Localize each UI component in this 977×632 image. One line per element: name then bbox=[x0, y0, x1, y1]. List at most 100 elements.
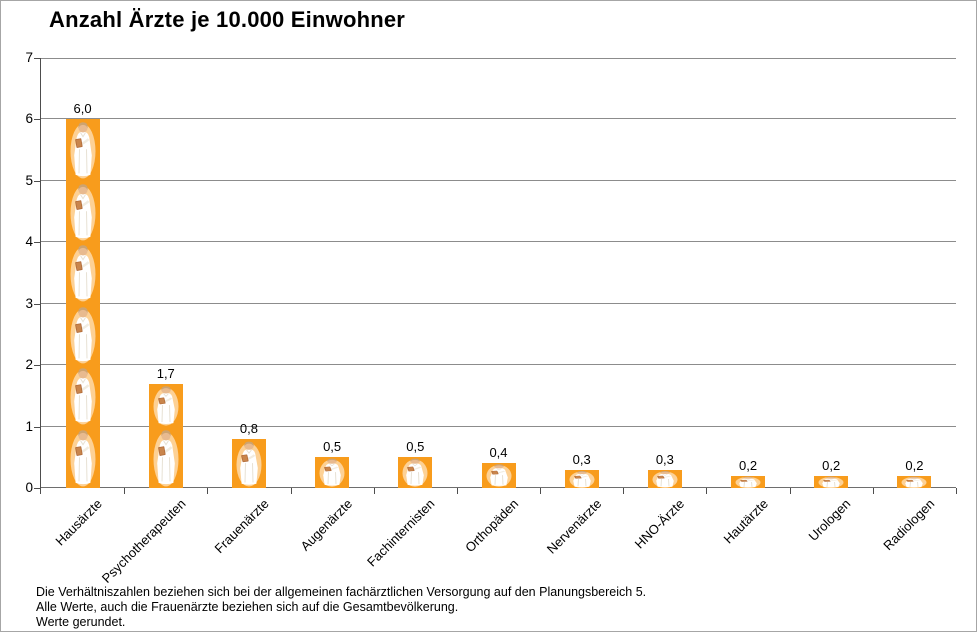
x-axis-category-tick bbox=[456, 488, 458, 494]
y-axis-tick-label: 6 bbox=[25, 111, 33, 127]
gridline bbox=[41, 302, 956, 304]
x-axis-category-label: Augenärzte bbox=[297, 496, 355, 554]
doctor-pictogram-icon bbox=[70, 245, 96, 302]
bar-unit-segment bbox=[66, 304, 100, 365]
y-axis-tick-label: 7 bbox=[25, 50, 33, 65]
x-axis-category-tick bbox=[623, 488, 625, 494]
y-axis-tick bbox=[34, 365, 40, 367]
doctor-pictogram-icon bbox=[153, 385, 179, 426]
y-axis-tick-label: 4 bbox=[25, 234, 33, 250]
footnote-line: Alle Werte, auch die Frauenärzte beziehe… bbox=[36, 600, 459, 614]
bar-value-label: 0,2 bbox=[822, 457, 841, 473]
x-axis-category-label: Radiologen bbox=[879, 496, 938, 554]
x-axis-category-tick bbox=[207, 488, 209, 494]
bar-Orthopäden bbox=[481, 463, 516, 488]
gridline bbox=[41, 58, 956, 59]
x-axis-category-tick bbox=[789, 488, 791, 494]
y-axis-tick-label: 2 bbox=[25, 357, 33, 373]
doctor-pictogram-icon bbox=[402, 458, 428, 487]
y-axis-tick bbox=[34, 426, 40, 428]
bar-Augenärzte bbox=[315, 457, 350, 488]
x-axis-category-tick bbox=[124, 488, 126, 494]
bar-unit-segment bbox=[398, 457, 432, 488]
bar-unit-segment bbox=[482, 463, 516, 488]
gridline bbox=[41, 425, 956, 427]
bar-unit-segment bbox=[149, 427, 183, 488]
bar-Fachinternisten bbox=[398, 457, 433, 488]
doctor-pictogram-icon bbox=[486, 464, 511, 488]
y-axis-tick-label: 0 bbox=[25, 480, 33, 495]
y-axis-line bbox=[40, 58, 41, 494]
y-axis-tick bbox=[34, 119, 40, 121]
gridline bbox=[41, 179, 956, 181]
bar-value-label: 0,3 bbox=[655, 451, 674, 467]
doctor-pictogram-icon bbox=[236, 441, 262, 487]
x-axis-category-tick bbox=[872, 488, 874, 494]
doctor-pictogram-icon bbox=[70, 122, 96, 179]
bar-value-label: 0,2 bbox=[739, 457, 758, 473]
x-axis-category-label: Frauenärzte bbox=[211, 496, 272, 557]
y-axis-tick bbox=[34, 180, 40, 182]
y-axis-tick-label: 5 bbox=[25, 172, 33, 188]
doctor-pictogram-icon bbox=[569, 470, 595, 488]
bar-unit-segment bbox=[66, 427, 100, 488]
bar-value-label: 1,7 bbox=[156, 365, 175, 381]
y-axis-tick-label: 1 bbox=[25, 418, 33, 434]
bar-Hausärzte bbox=[65, 119, 100, 488]
y-axis-tick bbox=[34, 488, 40, 489]
footnote-line: Die Verhältniszahlen beziehen sich bei d… bbox=[36, 585, 647, 599]
x-axis-category-label: Fachinternisten bbox=[364, 496, 438, 570]
bar-value-label: 0,5 bbox=[406, 439, 425, 455]
bar-unit-segment bbox=[565, 470, 599, 488]
chart-title: Anzahl Ärzte je 10.000 Einwohner bbox=[49, 7, 406, 32]
x-axis-category-label: Orthopäden bbox=[461, 496, 522, 556]
bar-value-label: 0,3 bbox=[572, 451, 591, 467]
footnote-line: Werte gerundet. bbox=[36, 615, 126, 629]
bar-Nervenärzte bbox=[564, 469, 599, 488]
bar-unit-segment bbox=[66, 365, 100, 426]
bar-unit-segment bbox=[66, 181, 100, 242]
x-axis-category-tick bbox=[373, 488, 375, 494]
bar-Urologen bbox=[814, 475, 849, 488]
x-axis-category-label: Psychotherapeuten bbox=[98, 496, 189, 586]
x-axis-category-tick bbox=[956, 488, 957, 494]
doctor-pictogram-icon bbox=[901, 476, 927, 488]
bar-unit-segment bbox=[814, 476, 848, 488]
doctor-pictogram-icon bbox=[818, 476, 844, 488]
bar-unit-segment bbox=[897, 476, 931, 488]
bar-value-label: 0,2 bbox=[905, 457, 924, 473]
bar-value-label: 0,4 bbox=[489, 445, 508, 461]
bar-Radiologen bbox=[897, 475, 932, 488]
bar-value-label: 0,8 bbox=[239, 420, 258, 436]
bar-Psychotherapeuten bbox=[148, 383, 183, 488]
doctor-pictogram-icon bbox=[70, 368, 96, 425]
bar-unit-segment bbox=[648, 470, 682, 488]
doctor-pictogram-icon bbox=[70, 184, 96, 241]
x-axis-category-label: Hausärzte bbox=[52, 496, 106, 549]
x-axis-category-tick bbox=[540, 488, 542, 494]
x-axis-category-tick bbox=[706, 488, 708, 494]
x-axis-category-tick bbox=[290, 488, 292, 494]
x-axis-category-label: HNO-Ärzte bbox=[631, 496, 688, 552]
y-axis-tick-label: 3 bbox=[25, 295, 33, 311]
doctor-pictogram-icon bbox=[735, 476, 761, 488]
y-axis-tick bbox=[34, 242, 40, 244]
bar-HNO-Ärzte bbox=[647, 469, 682, 488]
y-axis-tick bbox=[34, 303, 40, 305]
bar-unit-segment bbox=[149, 384, 183, 427]
bar-Frauenärzte bbox=[231, 438, 266, 488]
gridline bbox=[41, 118, 956, 120]
bar-unit-segment bbox=[731, 476, 765, 488]
x-axis-category-label: Hautärzte bbox=[720, 496, 771, 547]
doctor-pictogram-icon bbox=[319, 458, 345, 487]
y-axis-tick bbox=[34, 58, 40, 59]
plot-area: 6,0 1,7 0,8 0,5 0,5 0,4 0,3 0,3 0,2 0,2 0,2 bbox=[41, 58, 956, 488]
bar-unit-segment bbox=[66, 119, 100, 180]
bar-value-label: 0,5 bbox=[323, 439, 342, 455]
doctor-pictogram-icon bbox=[70, 306, 96, 364]
bar-value-label: 6,0 bbox=[73, 101, 92, 117]
bar-unit-segment bbox=[66, 242, 100, 303]
bar-unit-segment bbox=[232, 439, 266, 488]
bar-unit-segment bbox=[315, 457, 349, 488]
